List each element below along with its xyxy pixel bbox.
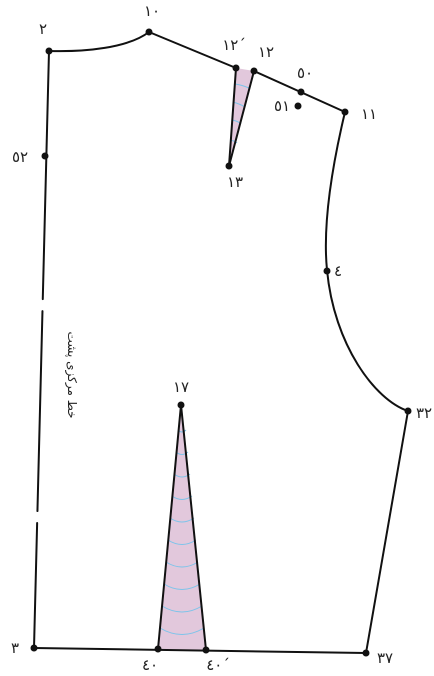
neckline	[48, 31, 150, 53]
point-12	[250, 67, 258, 75]
point-51	[294, 102, 302, 110]
label-17: ١٧	[173, 378, 189, 396]
center-back-label: خط مرکزی پشت	[64, 331, 79, 418]
label-50: ٥٠	[297, 64, 313, 82]
point-11	[341, 108, 349, 116]
dart-leg-a	[228, 67, 237, 167]
pattern-outline	[33, 31, 409, 654]
point-50	[297, 88, 305, 96]
point-2	[45, 47, 53, 55]
label-2: ٢	[39, 20, 47, 38]
point-13	[225, 162, 233, 170]
point-17	[177, 401, 185, 409]
label-11: ١١	[361, 105, 377, 123]
label-37: ٣٧	[377, 649, 393, 667]
point-3	[30, 644, 38, 652]
point-4	[323, 267, 331, 275]
label-13: ١٣	[227, 173, 243, 191]
waist-dart-leg-a	[157, 404, 182, 650]
point-labels: ٢ ١٠ ١٢´ ١٢ ٥٠ ٥١ ١١ ٥٢ ١٣ ٤ ١٧ ٣٢ ٣ ٤٠ …	[11, 2, 432, 674]
label-4: ٤	[334, 262, 342, 280]
center-back-line	[33, 50, 50, 649]
label-3: ٣	[11, 639, 19, 657]
label-51: ٥١	[274, 97, 290, 115]
side-seam	[365, 410, 409, 654]
waist-dart-leg-b	[180, 404, 207, 651]
label-40: ٤٠	[142, 656, 158, 674]
point-40	[154, 645, 162, 653]
label-12: ١٢	[258, 43, 274, 61]
point-32	[404, 407, 412, 415]
waist-dart	[158, 405, 206, 650]
label-12p: ١٢´	[222, 36, 246, 54]
label-40p: ٤٠´	[206, 656, 230, 674]
point-40p	[202, 646, 210, 654]
point-52	[41, 152, 49, 160]
waist-line	[33, 647, 367, 654]
point-10	[145, 28, 153, 36]
label-52: ٥٢	[12, 148, 28, 166]
dart-leg-b	[228, 70, 255, 167]
point-12p	[232, 64, 240, 72]
point-37	[362, 649, 370, 657]
label-10: ١٠	[144, 2, 160, 20]
pattern-points	[30, 28, 412, 657]
shoulder-line-left	[148, 31, 237, 69]
label-32: ٣٢	[416, 404, 432, 422]
